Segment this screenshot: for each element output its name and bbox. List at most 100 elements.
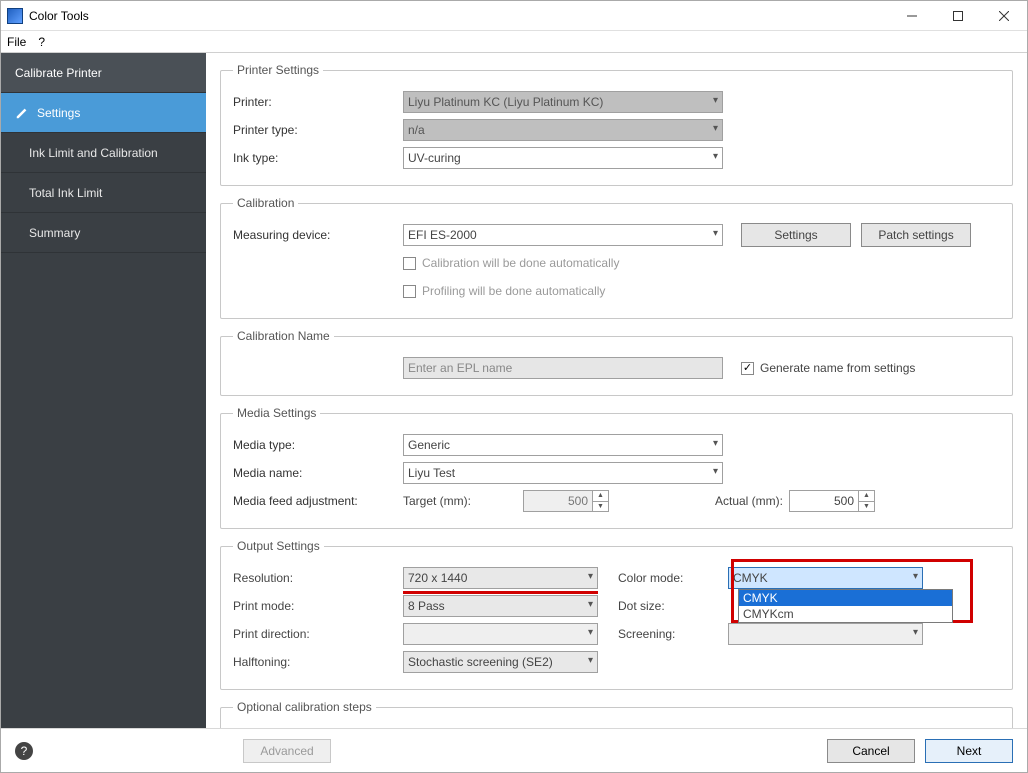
combo-halftoning[interactable]: Stochastic screening (SE2) ▾ [403, 651, 598, 673]
label-auto-profiling: Profiling will be done automatically [422, 284, 605, 298]
input-actual-mm[interactable]: 500 [789, 490, 859, 512]
combo-printer-type: n/a ▾ [403, 119, 723, 141]
label-actual: Actual (mm): [699, 494, 789, 508]
button-advanced-label: Advanced [260, 744, 313, 758]
label-media-name: Media name: [233, 466, 403, 480]
close-button[interactable] [981, 1, 1027, 31]
combo-screening[interactable]: ▾ [728, 623, 923, 645]
chevron-down-icon: ▾ [713, 438, 718, 449]
combo-media-type-value: Generic [408, 438, 450, 452]
chevron-down-icon: ▾ [588, 599, 593, 610]
dropdown-color-mode[interactable]: CMYK CMYKcm [738, 589, 953, 623]
sidebar-item-label: Ink Limit and Calibration [29, 146, 158, 160]
button-next[interactable]: Next [925, 739, 1013, 763]
combo-media-type[interactable]: Generic ▾ [403, 434, 723, 456]
combo-measuring-device[interactable]: EFI ES-2000 ▾ [403, 224, 723, 246]
label-printer: Printer: [233, 95, 403, 109]
maximize-button[interactable] [935, 1, 981, 31]
chevron-down-icon: ▾ [713, 95, 718, 106]
sidebar-item-settings[interactable]: Settings [1, 93, 206, 133]
combo-resolution[interactable]: 720 x 1440 ▾ [403, 567, 598, 589]
combo-print-direction[interactable]: ▾ [403, 623, 598, 645]
input-epl-name[interactable]: Enter an EPL name [403, 357, 723, 379]
sidebar-item-label: Settings [37, 106, 80, 120]
legend-optional-steps: Optional calibration steps [233, 700, 376, 714]
actual-value: 500 [834, 494, 854, 508]
spinner-actual[interactable]: ▲▼ [859, 490, 875, 512]
combo-print-mode[interactable]: 8 Pass ▾ [403, 595, 598, 617]
spin-up-icon[interactable]: ▲ [859, 491, 874, 502]
checkbox-generate-name[interactable] [741, 362, 754, 375]
chevron-down-icon: ▾ [913, 627, 918, 638]
input-target-mm: 500 [523, 490, 593, 512]
chevron-down-icon: ▾ [913, 571, 918, 582]
button-settings-label: Settings [774, 228, 817, 242]
legend-output-settings: Output Settings [233, 539, 324, 553]
label-print-direction: Print direction: [233, 627, 403, 641]
chevron-down-icon: ▾ [713, 123, 718, 134]
button-settings[interactable]: Settings [741, 223, 851, 247]
dropdown-option-cmyk[interactable]: CMYK [739, 590, 952, 606]
sidebar-header-label: Calibrate Printer [15, 66, 102, 80]
button-patch-label: Patch settings [878, 228, 953, 242]
option-label: CMYKcm [743, 607, 794, 621]
checkbox-auto-calibration [403, 257, 416, 270]
label-dot-size: Dot size: [618, 599, 728, 613]
app-icon [7, 8, 23, 24]
label-resolution: Resolution: [233, 571, 403, 585]
legend-calibration-name: Calibration Name [233, 329, 334, 343]
sidebar-header-calibrate[interactable]: Calibrate Printer [1, 53, 206, 93]
menu-file[interactable]: File [7, 35, 26, 49]
group-optional-steps: Optional calibration steps Include 'Gray… [220, 700, 1013, 728]
group-output-settings: Output Settings Resolution: 720 x 1440 ▾… [220, 539, 1013, 690]
minimize-button[interactable] [889, 1, 935, 31]
sidebar: Calibrate Printer Settings Ink Limit and… [1, 53, 206, 728]
combo-ink-type[interactable]: UV-curing ▾ [403, 147, 723, 169]
sidebar-item-total-ink[interactable]: Total Ink Limit [1, 173, 206, 213]
menu-help[interactable]: ? [38, 35, 45, 49]
spinner-target: ▲▼ [593, 490, 609, 512]
combo-color-mode[interactable]: CMYK ▾ [728, 567, 923, 589]
combo-media-name-value: Liyu Test [408, 466, 455, 480]
combo-print-mode-value: 8 Pass [408, 599, 445, 613]
chevron-down-icon: ▾ [713, 466, 718, 477]
label-screening: Screening: [618, 627, 728, 641]
chevron-down-icon: ▾ [713, 228, 718, 239]
label-media-feed: Media feed adjustment: [233, 494, 403, 508]
group-calibration-name: Calibration Name Enter an EPL name Gener… [220, 329, 1013, 396]
content-area: Printer Settings Printer: Liyu Platinum … [206, 53, 1027, 728]
label-measuring-device: Measuring device: [233, 228, 403, 242]
button-advanced: Advanced [243, 739, 331, 763]
maximize-icon [953, 11, 963, 21]
combo-media-name[interactable]: Liyu Test ▾ [403, 462, 723, 484]
help-button[interactable]: ? [15, 742, 33, 760]
chevron-down-icon: ▾ [588, 627, 593, 638]
dropdown-option-cmykcm[interactable]: CMYKcm [739, 606, 952, 622]
spin-up-icon: ▲ [593, 491, 608, 502]
combo-resolution-value: 720 x 1440 [408, 571, 467, 585]
label-auto-calibration: Calibration will be done automatically [422, 256, 619, 270]
sidebar-item-label: Total Ink Limit [29, 186, 102, 200]
button-cancel[interactable]: Cancel [827, 739, 915, 763]
sidebar-item-label: Summary [29, 226, 80, 240]
pencil-icon [15, 106, 29, 120]
button-cancel-label: Cancel [852, 744, 889, 758]
epl-placeholder: Enter an EPL name [408, 361, 512, 375]
label-printer-type: Printer type: [233, 123, 403, 137]
label-generate-name: Generate name from settings [760, 361, 915, 375]
sidebar-item-summary[interactable]: Summary [1, 213, 206, 253]
combo-printer[interactable]: Liyu Platinum KC (Liyu Platinum KC) ▾ [403, 91, 723, 113]
button-next-label: Next [957, 744, 982, 758]
group-media-settings: Media Settings Media type: Generic ▾ Med… [220, 406, 1013, 529]
target-value: 500 [568, 494, 588, 508]
window-title: Color Tools [29, 9, 89, 23]
spin-down-icon: ▼ [593, 502, 608, 512]
label-color-mode: Color mode: [618, 571, 728, 585]
menubar: File ? [1, 31, 1027, 53]
button-patch-settings[interactable]: Patch settings [861, 223, 971, 247]
spin-down-icon[interactable]: ▼ [859, 502, 874, 512]
label-print-mode: Print mode: [233, 599, 403, 613]
group-calibration: Calibration Measuring device: EFI ES-200… [220, 196, 1013, 319]
chevron-down-icon: ▾ [588, 655, 593, 666]
sidebar-item-ink-limit[interactable]: Ink Limit and Calibration [1, 133, 206, 173]
